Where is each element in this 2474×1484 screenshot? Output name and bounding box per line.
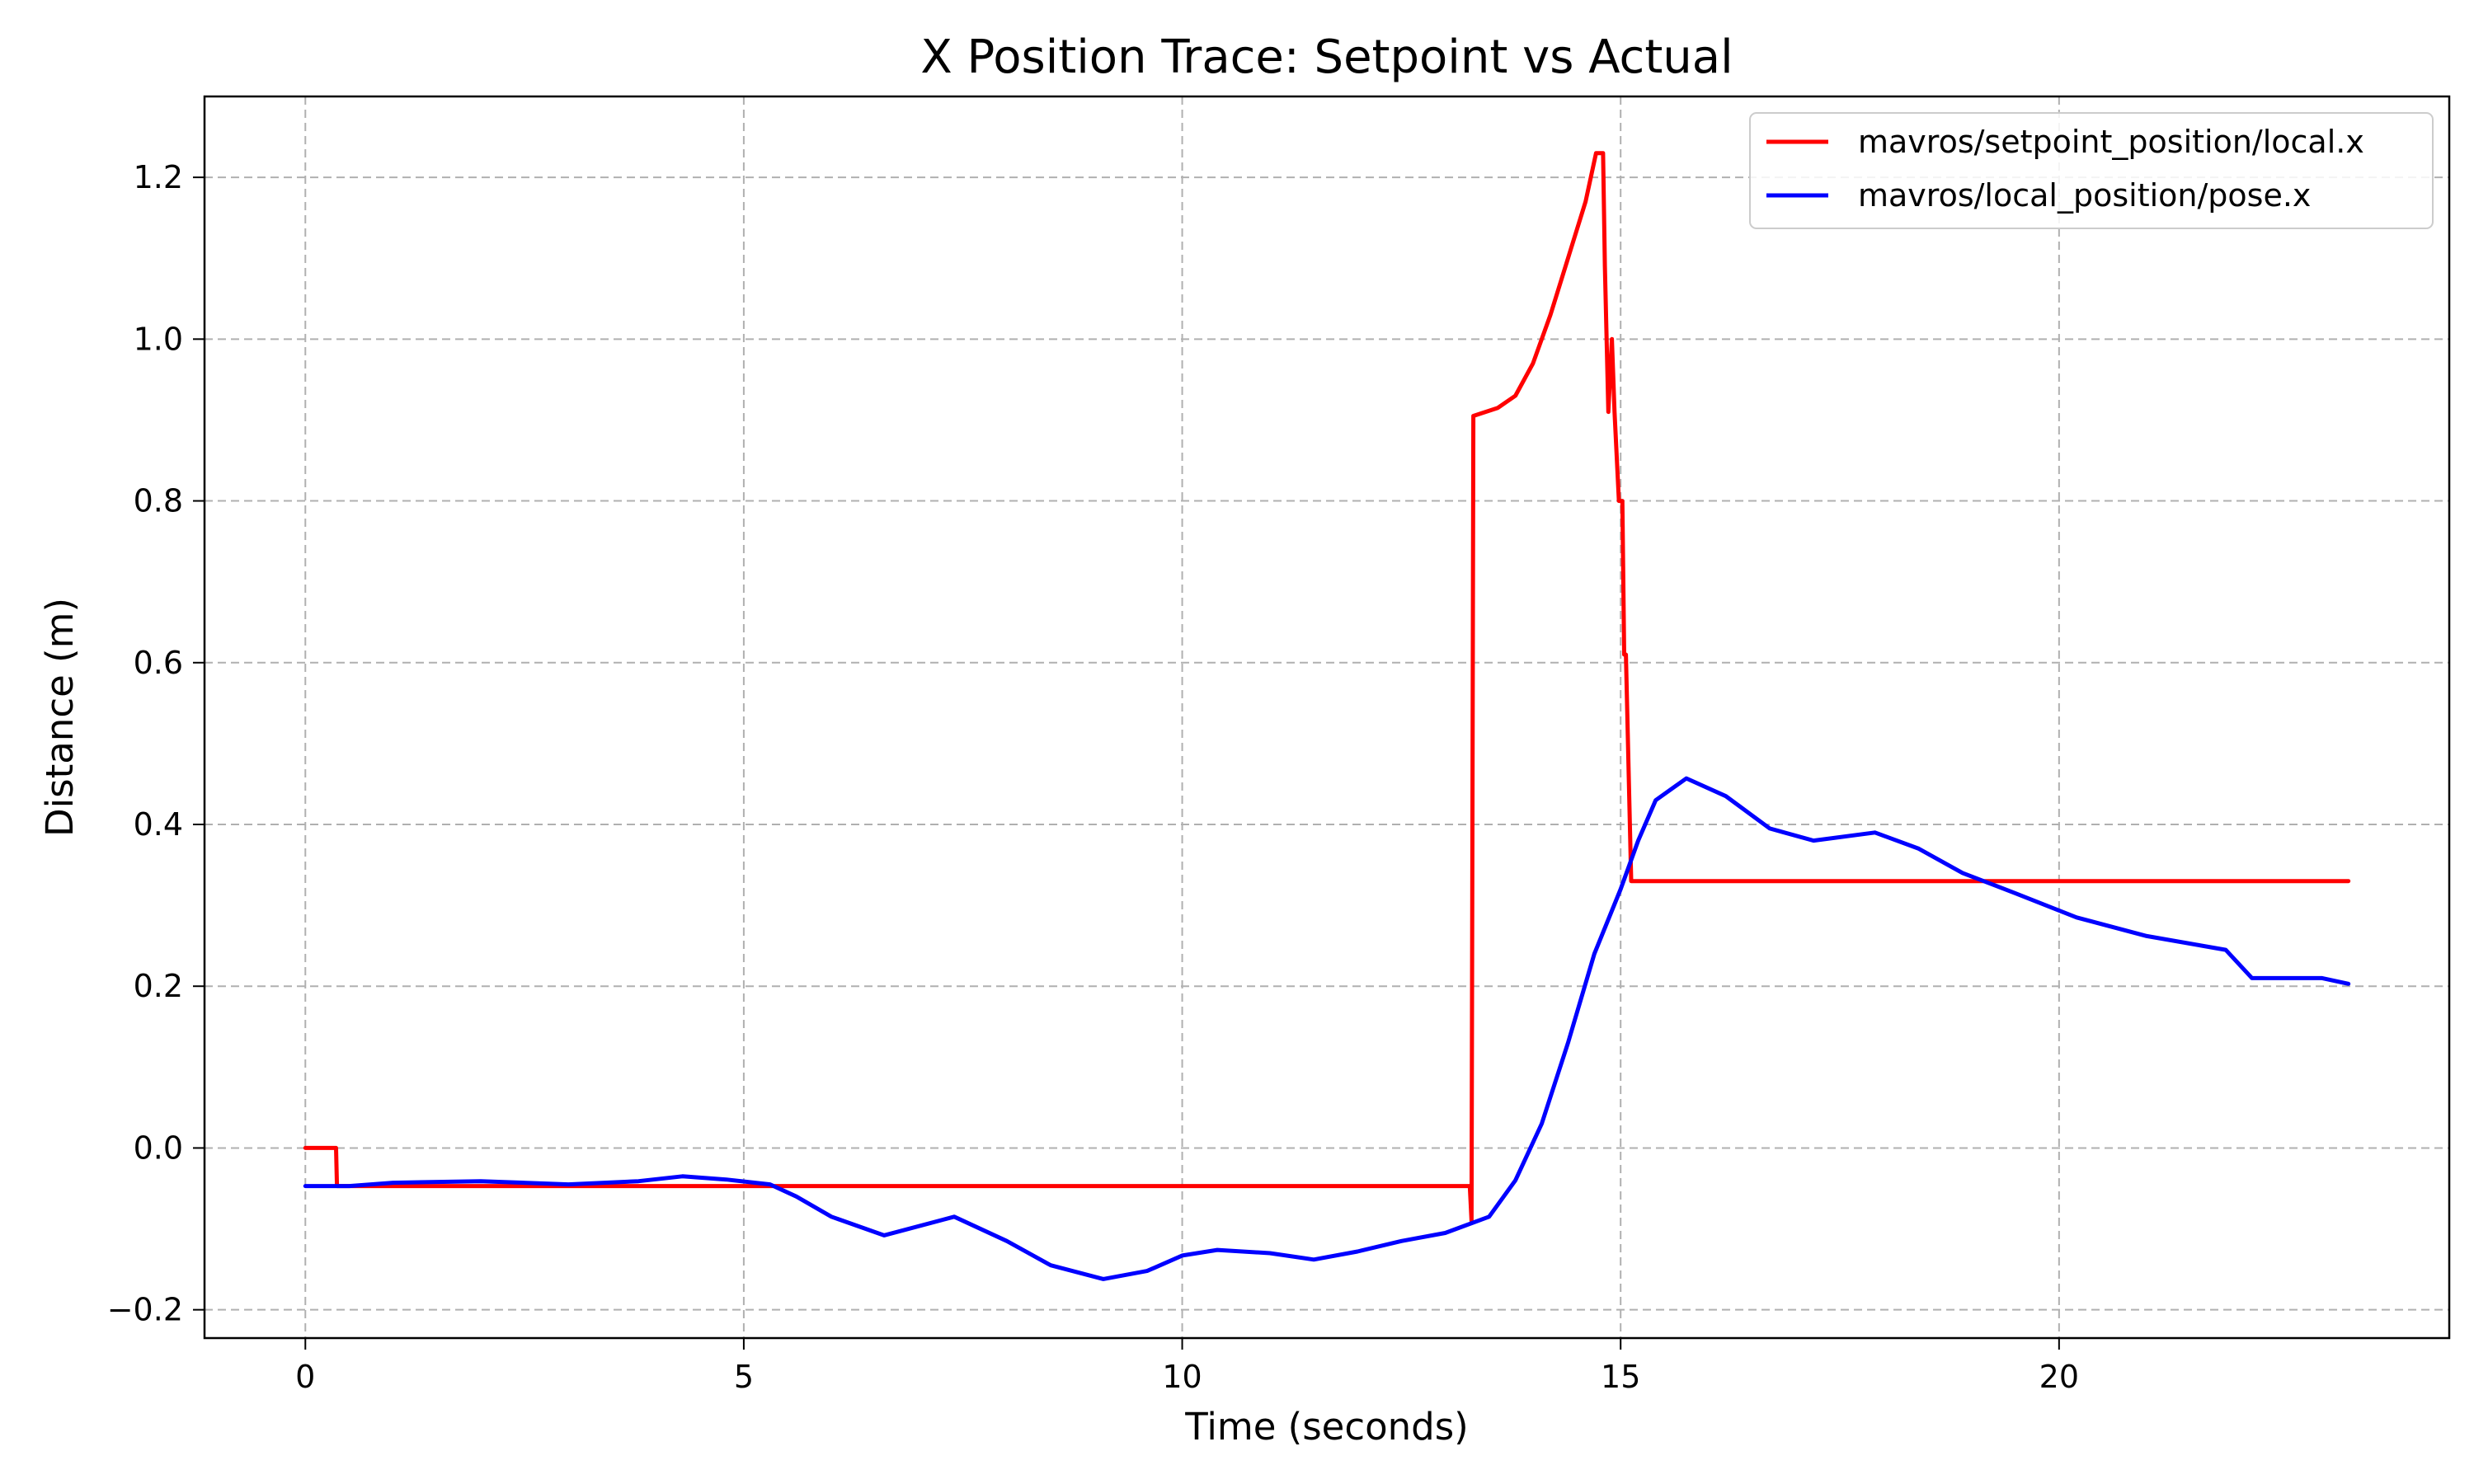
- x-tick-label: 15: [1601, 1359, 1640, 1395]
- series-setpoint-line: [303, 151, 2351, 1223]
- legend-label-setpoint: mavros/setpoint_position/local.x: [1858, 124, 2364, 160]
- legend-box: [1749, 112, 2434, 229]
- ticks-layer: 0 5 10 15 20 −0.2 0.0 0.2 0.4 0.6 0.8 1.0 1.2: [107, 159, 2079, 1395]
- x-tick-label: 0: [295, 1359, 315, 1395]
- series-pose-line: [303, 776, 2351, 1281]
- y-tick-label: 0.8: [134, 483, 183, 519]
- legend-label-pose: mavros/local_position/pose.x: [1858, 177, 2311, 214]
- y-tick-label: 0.0: [134, 1129, 183, 1166]
- x-axis-label: Time (seconds): [1184, 1405, 1468, 1449]
- x-tick-label: 5: [734, 1359, 754, 1395]
- y-tick-label: 1.2: [134, 159, 183, 195]
- y-tick-label: 0.6: [134, 645, 183, 681]
- series-layer: [303, 151, 2351, 1281]
- plot-frame: [203, 95, 2451, 1340]
- y-tick-label: 1.0: [134, 321, 183, 357]
- x-tick-label: 20: [2039, 1359, 2079, 1395]
- x-tick-label: 10: [1162, 1359, 1202, 1395]
- chart-title: X Position Trace: Setpoint vs Actual: [920, 31, 1733, 84]
- y-tick-label: −0.2: [107, 1292, 183, 1328]
- y-tick-label: 0.2: [134, 968, 183, 1004]
- legend: mavros/setpoint_position/local.x mavros/…: [1749, 112, 2434, 229]
- y-axis-label: Distance (m): [38, 598, 82, 837]
- grid-layer: [205, 96, 2449, 1338]
- y-tick-label: 0.4: [134, 806, 183, 843]
